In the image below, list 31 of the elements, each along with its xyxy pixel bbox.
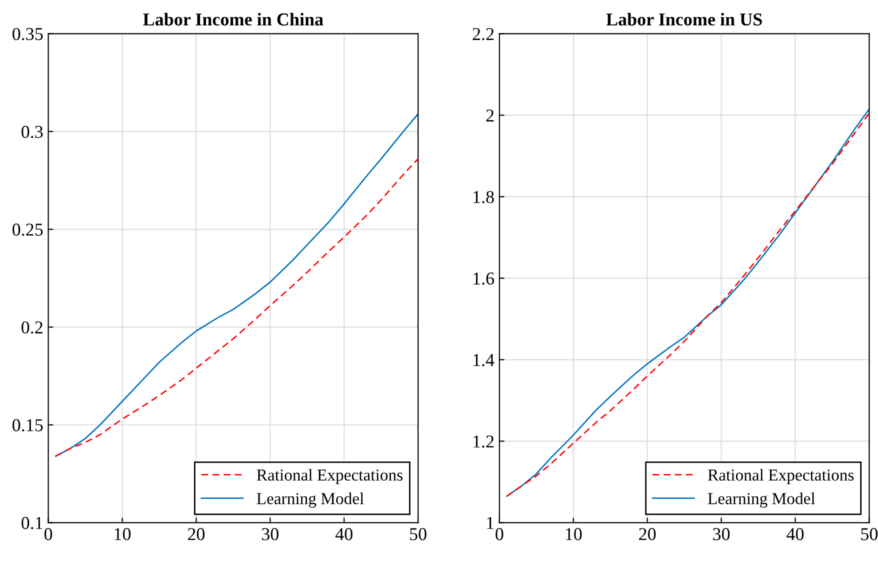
x-tick-label: 0 — [496, 528, 504, 540]
y-tick-label: 1.8 — [474, 190, 494, 204]
y-tick-label: 0.3 — [22, 126, 43, 138]
chart-title: Labor Income in US — [606, 12, 762, 26]
y-tick-label: 0.1 — [22, 516, 42, 530]
x-tick-label: 40 — [786, 528, 804, 540]
legend-label: Learning Model — [256, 492, 364, 508]
y-tick-label: 1.2 — [474, 435, 494, 448]
legend-label: Rational Expectations — [256, 468, 402, 484]
y-tick-label: 2.2 — [472, 28, 494, 40]
y-tick-label: 1 — [487, 517, 494, 529]
x-tick-label: 30 — [262, 528, 278, 540]
x-tick-label: 50 — [861, 528, 878, 540]
y-tick-label: 2 — [486, 110, 494, 122]
x-tick-label: 50 — [410, 528, 426, 540]
y-tick-label: 0.2 — [22, 321, 42, 334]
x-tick-label: 20 — [188, 528, 205, 540]
y-tick-label: 0.35 — [12, 28, 43, 40]
legend-label: Learning Model — [708, 492, 815, 508]
x-tick-label: 30 — [713, 528, 730, 540]
x-tick-label: 40 — [335, 528, 352, 540]
x-tick-label: 20 — [639, 528, 656, 540]
y-tick-label: 0.15 — [12, 419, 43, 432]
legend-label: Rational Expectations — [708, 468, 854, 484]
chart-title: Labor Income in China — [143, 12, 324, 26]
x-tick-label: 10 — [114, 528, 131, 540]
y-tick-label: 1.6 — [474, 272, 494, 285]
y-tick-label: 1.4 — [474, 354, 494, 366]
y-tick-label: 0.25 — [12, 224, 43, 236]
x-tick-label: 10 — [566, 528, 582, 540]
x-tick-label: 0 — [44, 528, 52, 540]
